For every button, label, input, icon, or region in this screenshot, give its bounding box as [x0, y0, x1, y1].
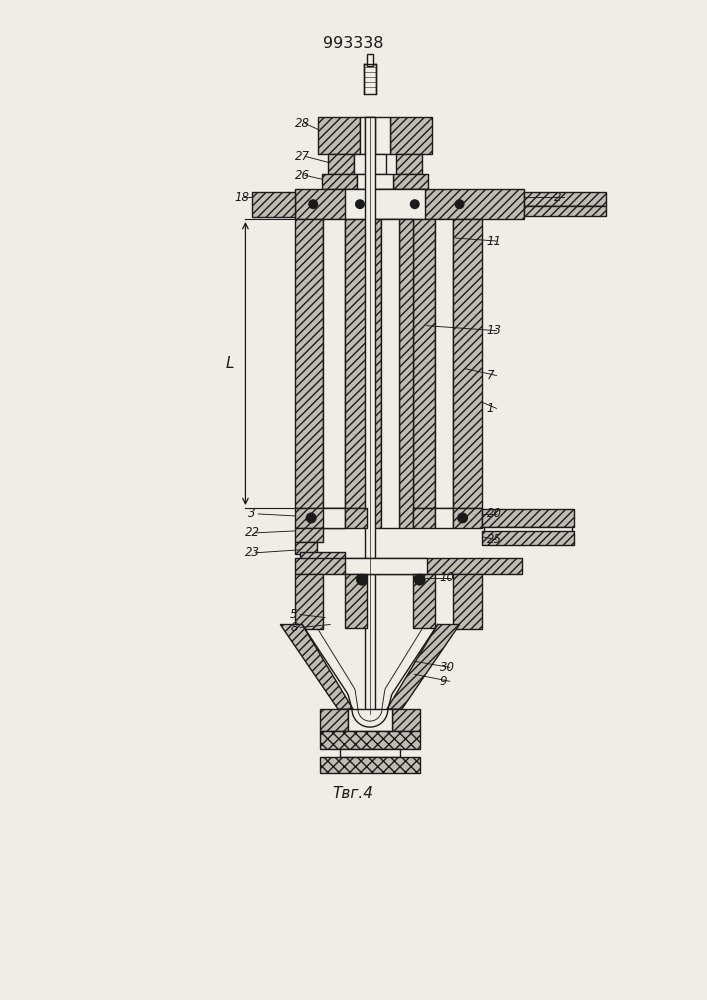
Text: 993338: 993338 [323, 36, 383, 51]
Bar [367, 219, 413, 508]
Bar [365, 117, 375, 154]
Circle shape [308, 199, 318, 209]
Bar [435, 508, 452, 528]
Text: 11: 11 [486, 235, 501, 248]
Text: 3: 3 [248, 507, 256, 520]
Bar [320, 731, 420, 749]
Bar [328, 154, 354, 174]
Text: 28: 28 [296, 117, 310, 130]
Bar [399, 219, 413, 528]
Text: 2: 2 [554, 191, 561, 204]
Text: 1: 1 [486, 402, 494, 415]
Bar [365, 117, 375, 714]
Bar [381, 219, 399, 528]
Text: 5: 5 [291, 608, 298, 621]
Bar [348, 709, 392, 731]
Bar [340, 749, 400, 757]
Bar [252, 192, 296, 217]
Bar [525, 206, 606, 216]
Bar [296, 189, 525, 219]
Bar [323, 219, 345, 508]
Text: 22: 22 [245, 526, 260, 539]
Bar [296, 528, 323, 542]
Bar [392, 709, 420, 731]
Bar [482, 509, 574, 527]
Text: 25: 25 [486, 533, 501, 546]
Bar [364, 64, 376, 94]
Text: 30: 30 [440, 661, 455, 674]
Bar [345, 508, 367, 528]
Bar [452, 574, 482, 629]
Bar [525, 192, 606, 206]
Bar [345, 558, 427, 574]
Circle shape [356, 574, 368, 586]
Text: 26: 26 [296, 169, 310, 182]
Text: 18: 18 [235, 191, 250, 204]
Bar [357, 174, 393, 189]
Polygon shape [387, 625, 460, 709]
Bar [320, 757, 420, 773]
Text: 27: 27 [296, 150, 310, 163]
Text: 20: 20 [486, 507, 501, 520]
Bar [393, 174, 428, 189]
Bar [360, 117, 390, 154]
Circle shape [457, 512, 468, 523]
Bar [296, 574, 323, 629]
Bar [345, 574, 367, 628]
Bar [484, 527, 572, 533]
Bar [354, 154, 386, 174]
Text: Τвг.4: Τвг.4 [332, 786, 373, 801]
Bar [296, 508, 345, 528]
Bar [452, 508, 482, 528]
Bar [320, 709, 348, 731]
Text: L: L [226, 356, 234, 371]
Text: 13: 13 [486, 324, 501, 337]
Bar [345, 189, 425, 219]
Bar [300, 552, 345, 566]
Bar [452, 219, 482, 508]
Bar [396, 154, 422, 174]
Text: 10: 10 [440, 571, 455, 584]
Text: 8: 8 [291, 621, 298, 634]
Bar [318, 117, 360, 154]
Bar [345, 219, 367, 508]
Circle shape [410, 199, 420, 209]
Bar [413, 508, 435, 528]
Polygon shape [280, 625, 353, 709]
Bar [296, 542, 317, 554]
Bar [322, 174, 357, 189]
Bar [482, 531, 574, 545]
Text: 23: 23 [245, 546, 260, 559]
Bar [435, 219, 452, 508]
Bar [413, 574, 435, 628]
Bar [390, 117, 432, 154]
Circle shape [355, 199, 365, 209]
Circle shape [455, 199, 464, 209]
Bar [413, 219, 435, 508]
Text: 9: 9 [440, 675, 447, 688]
Bar [367, 219, 381, 528]
Bar [525, 206, 603, 212]
Bar [296, 219, 323, 508]
Bar [296, 558, 522, 574]
Text: 7: 7 [486, 369, 494, 382]
Bar [323, 508, 345, 528]
Circle shape [305, 512, 317, 523]
Circle shape [414, 574, 426, 586]
Bar [367, 54, 373, 66]
